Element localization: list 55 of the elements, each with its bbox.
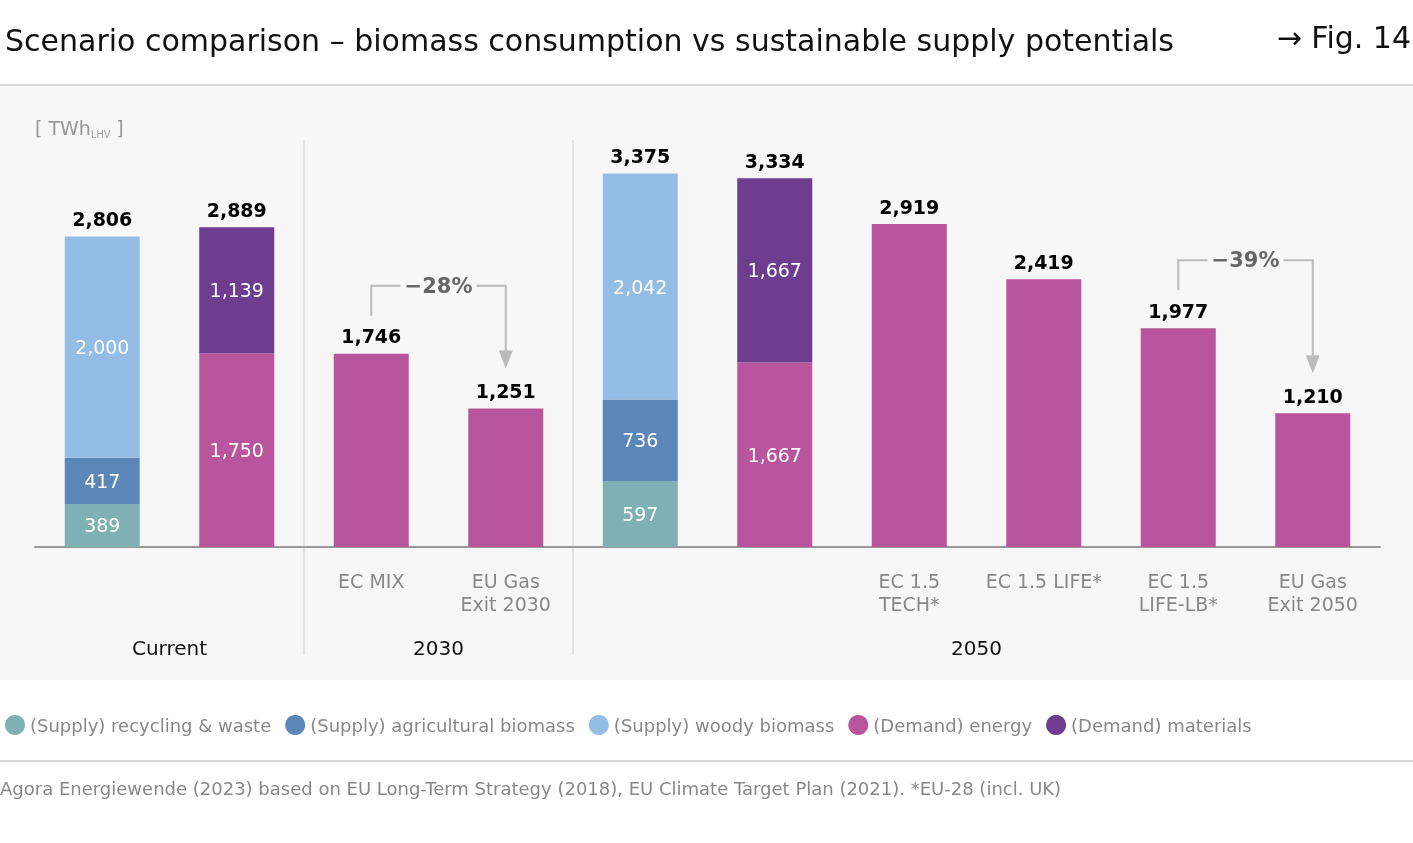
x-tick-label: EU Gas Exit 2050 — [1267, 569, 1358, 615]
data-label: 2,000 — [75, 336, 130, 359]
data-label: 736 — [622, 429, 659, 452]
data-label: 597 — [622, 502, 659, 525]
total-label: 1,210 — [1282, 384, 1343, 407]
text: Current — [131, 636, 208, 660]
data-label: 1,667 — [747, 443, 802, 466]
annotation: −39% — [1211, 248, 1280, 273]
text: 2050 — [951, 636, 1002, 660]
bar — [1140, 328, 1216, 547]
bar — [64, 236, 140, 458]
total-label: 3,334 — [744, 149, 805, 172]
x-tick-label: EC 1.5 LIFE* — [985, 569, 1102, 592]
bar — [468, 408, 544, 547]
legend-label: (Demand) energy — [873, 714, 1033, 736]
x-tick-label: EC MIX — [338, 569, 405, 592]
bar — [199, 353, 275, 547]
data-label: 417 — [84, 469, 121, 492]
bar — [64, 503, 140, 547]
bar — [737, 362, 813, 547]
total-label: 3,375 — [610, 145, 671, 168]
total-label: 2,806 — [72, 208, 133, 231]
total-label: 2,919 — [879, 195, 940, 218]
text: → Fig. 14 — [1276, 19, 1411, 55]
bar — [871, 224, 947, 547]
chart-title: Scenario comparison – biomass consumption vs sustainable supply potentials — [5, 22, 1174, 58]
text: 2030 — [413, 636, 464, 660]
legend-label: (Supply) agricultural biomass — [310, 714, 575, 736]
total-label: 1,746 — [341, 325, 402, 348]
bar — [602, 173, 678, 400]
data-label: 1,139 — [209, 279, 264, 302]
bar — [1006, 279, 1082, 547]
bar — [199, 227, 275, 354]
data-label: 1,750 — [209, 439, 264, 462]
text: Agora Energiewende (2023) based on EU Long-Term Strategy (2018), EU Climate Target Plan (2021). *EU-28 (incl. UK) — [0, 778, 1062, 799]
total-label: 2,889 — [206, 198, 267, 221]
legend-label: (Supply) recycling & waste — [30, 714, 272, 736]
legend-label: (Supply) woody biomass — [613, 714, 835, 736]
legend-label: (Demand) materials — [1071, 714, 1252, 736]
total-label: 2,419 — [1013, 250, 1074, 273]
total-label: 1,251 — [475, 380, 536, 403]
annotation: −28% — [404, 273, 473, 298]
data-label: 1,667 — [747, 259, 802, 282]
x-tick-label: EC 1.5 LIFE-LB* — [1138, 569, 1218, 615]
bar — [1275, 413, 1351, 547]
data-label: 2,042 — [613, 275, 668, 298]
bar — [64, 457, 140, 504]
bar — [602, 399, 678, 481]
bar — [602, 480, 678, 547]
x-tick-label: EC 1.5 TECH* — [877, 569, 941, 615]
bar — [333, 353, 409, 547]
x-tick-label: EU Gas Exit 2030 — [460, 569, 551, 615]
data-label: 389 — [84, 514, 121, 537]
bar — [737, 178, 813, 363]
total-label: 1,977 — [1148, 299, 1209, 322]
